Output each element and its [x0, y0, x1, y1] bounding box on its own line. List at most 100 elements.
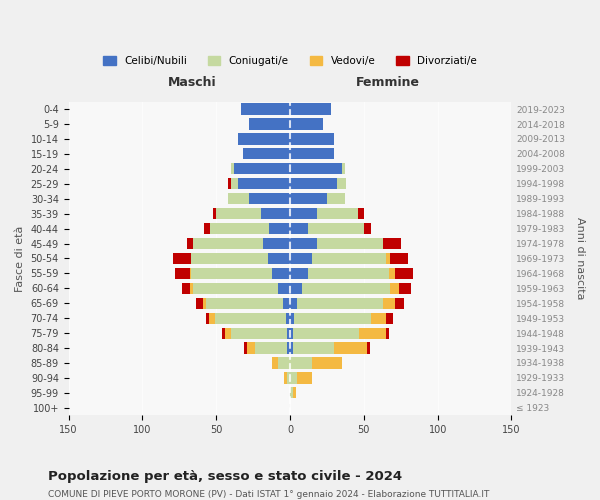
Bar	[222, 328, 225, 338]
Bar	[287, 342, 290, 353]
Bar	[284, 372, 287, 384]
Bar	[193, 238, 263, 249]
Bar	[386, 328, 389, 338]
Bar	[283, 298, 290, 309]
Bar	[231, 163, 234, 174]
Bar	[367, 342, 370, 353]
Bar	[193, 282, 278, 294]
Text: COMUNE DI PIEVE PORTO MORONE (PV) - Dati ISTAT 1° gennaio 2024 - Elaborazione TU: COMUNE DI PIEVE PORTO MORONE (PV) - Dati…	[48, 490, 490, 499]
Bar	[191, 253, 268, 264]
Bar	[290, 342, 293, 353]
Bar	[290, 298, 298, 309]
Bar	[395, 298, 404, 309]
Bar	[213, 208, 216, 219]
Bar	[290, 253, 312, 264]
Bar	[272, 358, 278, 368]
Bar	[206, 312, 209, 324]
Y-axis label: Anni di nascita: Anni di nascita	[575, 217, 585, 300]
Bar	[244, 342, 247, 353]
Bar	[312, 253, 386, 264]
Bar	[190, 282, 193, 294]
Bar	[196, 298, 203, 309]
Bar	[386, 253, 391, 264]
Bar	[290, 163, 342, 174]
Bar	[249, 118, 290, 130]
Bar	[386, 312, 394, 324]
Bar	[290, 328, 293, 338]
Bar	[182, 282, 190, 294]
Bar	[293, 388, 296, 398]
Bar	[269, 223, 290, 234]
Bar	[334, 342, 367, 353]
Bar	[290, 238, 317, 249]
Bar	[231, 178, 238, 190]
Bar	[190, 268, 191, 279]
Bar	[359, 328, 386, 338]
Bar	[290, 282, 302, 294]
Bar	[342, 163, 344, 174]
Bar	[241, 104, 290, 115]
Bar	[225, 328, 231, 338]
Bar	[211, 223, 269, 234]
Bar	[238, 178, 290, 190]
Bar	[234, 163, 290, 174]
Bar	[203, 298, 206, 309]
Bar	[391, 282, 399, 294]
Bar	[383, 238, 401, 249]
Text: Femmine: Femmine	[355, 76, 419, 89]
Bar	[317, 238, 383, 249]
Bar	[317, 208, 358, 219]
Bar	[228, 178, 231, 190]
Bar	[293, 342, 334, 353]
Bar	[286, 312, 290, 324]
Bar	[290, 134, 334, 144]
Bar	[327, 193, 344, 204]
Bar	[337, 178, 346, 190]
Bar	[358, 208, 364, 219]
Bar	[287, 372, 290, 384]
Bar	[260, 208, 290, 219]
Bar	[290, 104, 331, 115]
Bar	[254, 342, 287, 353]
Bar	[290, 372, 298, 384]
Bar	[290, 358, 312, 368]
Bar	[290, 223, 308, 234]
Text: Maschi: Maschi	[169, 76, 217, 89]
Bar	[238, 134, 290, 144]
Bar	[290, 178, 337, 190]
Bar	[290, 118, 323, 130]
Bar	[383, 298, 395, 309]
Bar	[364, 223, 371, 234]
Bar	[272, 268, 290, 279]
Bar	[228, 193, 249, 204]
Bar	[278, 358, 290, 368]
Bar	[247, 342, 254, 353]
Bar	[399, 282, 411, 294]
Bar	[243, 148, 290, 160]
Bar	[308, 223, 364, 234]
Bar	[389, 268, 395, 279]
Bar	[205, 223, 211, 234]
Bar	[231, 328, 287, 338]
Bar	[278, 282, 290, 294]
Bar	[216, 208, 260, 219]
Bar	[290, 148, 334, 160]
Bar	[308, 268, 389, 279]
Bar	[371, 312, 386, 324]
Bar	[302, 282, 391, 294]
Bar	[249, 193, 290, 204]
Bar	[391, 253, 408, 264]
Bar	[298, 298, 383, 309]
Bar	[290, 208, 317, 219]
Bar	[287, 328, 290, 338]
Bar	[298, 372, 312, 384]
Bar	[290, 388, 293, 398]
Bar	[395, 268, 413, 279]
Bar	[295, 312, 371, 324]
Bar	[263, 238, 290, 249]
Y-axis label: Fasce di età: Fasce di età	[15, 226, 25, 292]
Bar	[175, 268, 190, 279]
Bar	[187, 238, 193, 249]
Bar	[293, 328, 359, 338]
Bar	[290, 193, 327, 204]
